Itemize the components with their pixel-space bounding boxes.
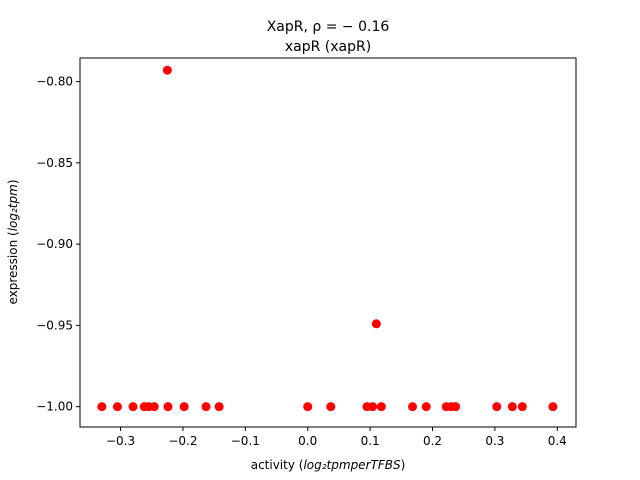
x-axis-ticks: −0.3 −0.2 −0.1 0.0 0.1 0.2 0.3 0.4 — [106, 427, 567, 448]
data-point — [376, 402, 386, 412]
points-layer — [97, 65, 558, 412]
chart-title-line2: xapR (xapR) — [285, 39, 371, 55]
data-point — [408, 402, 418, 412]
x-tick-label: −0.1 — [231, 434, 260, 448]
y-tick-label: −0.95 — [36, 318, 73, 332]
data-point — [492, 402, 502, 412]
data-point — [163, 402, 173, 412]
x-tick-label: 0.0 — [298, 434, 317, 448]
data-point — [368, 402, 378, 412]
y-tick-label: −0.90 — [36, 237, 73, 251]
chart-title-line1: XapR, ρ = − 0.16 — [267, 19, 390, 35]
x-tick-label: 0.1 — [361, 434, 380, 448]
data-point — [517, 402, 527, 412]
data-point — [162, 65, 172, 75]
x-tick-label: 0.3 — [485, 434, 504, 448]
data-point — [326, 402, 336, 412]
y-tick-label: −0.80 — [36, 75, 73, 89]
data-point — [371, 319, 381, 329]
data-point — [149, 402, 159, 412]
data-point — [214, 402, 224, 412]
y-axis-ticks: −1.00 −0.95 −0.90 −0.85 −0.80 — [36, 75, 80, 414]
y-tick-label: −1.00 — [36, 400, 73, 414]
x-tick-label: 0.2 — [423, 434, 442, 448]
x-tick-label: 0.4 — [548, 434, 567, 448]
x-tick-label: −0.3 — [106, 434, 135, 448]
data-point — [128, 402, 138, 412]
data-point — [507, 402, 517, 412]
data-point — [303, 402, 313, 412]
plot-frame — [79, 57, 577, 428]
data-point — [548, 402, 558, 412]
plot-area — [79, 57, 577, 428]
x-tick-label: −0.2 — [168, 434, 197, 448]
data-point — [451, 402, 461, 412]
x-axis-label: activity (log₂tpmperTFBS) — [251, 458, 406, 472]
data-point — [421, 402, 431, 412]
data-point — [112, 402, 122, 412]
data-point — [97, 402, 107, 412]
data-point — [201, 402, 211, 412]
data-point — [179, 402, 189, 412]
y-tick-label: −0.85 — [36, 156, 73, 170]
y-axis-label: expression (log₂tpm) — [6, 179, 20, 304]
